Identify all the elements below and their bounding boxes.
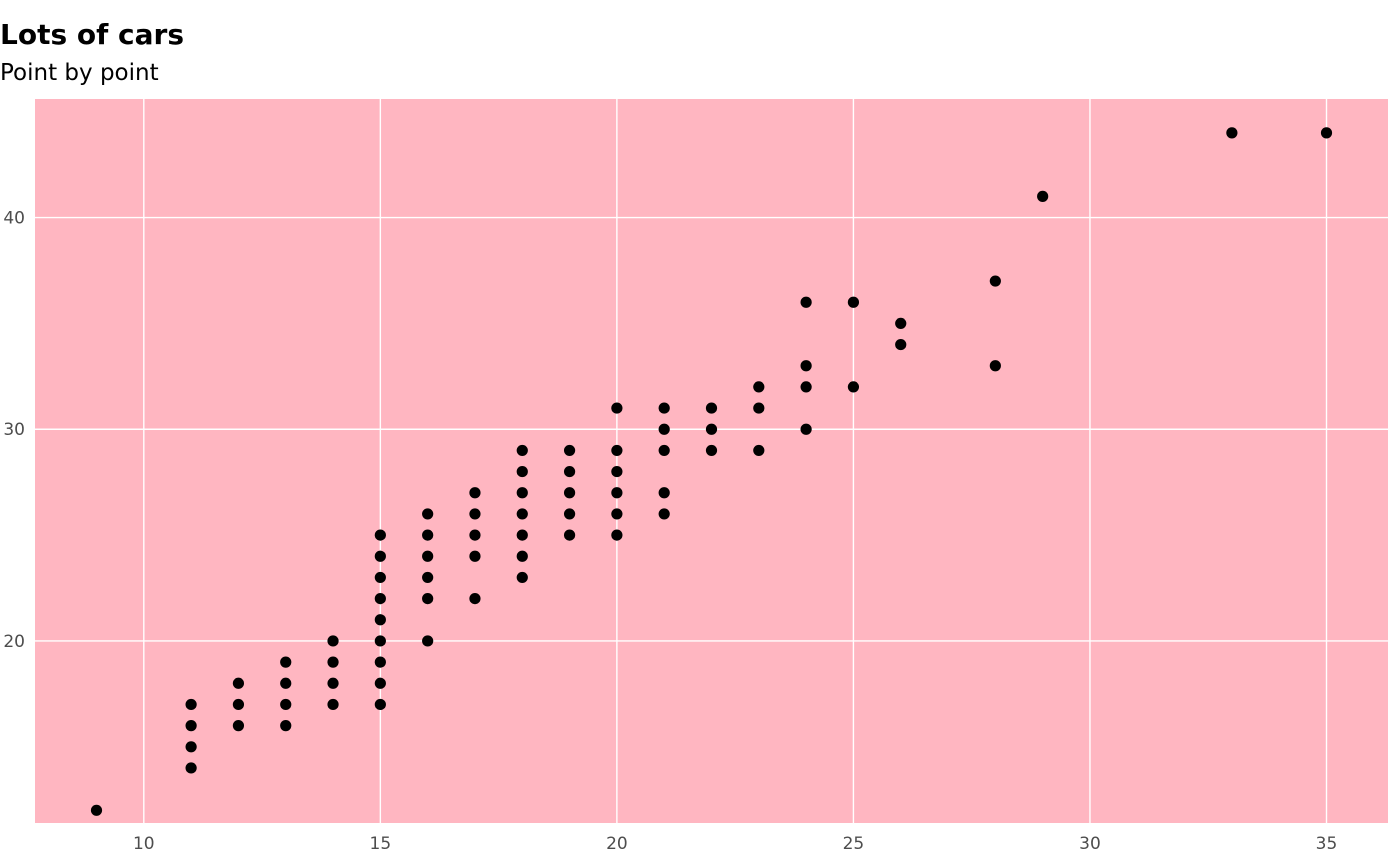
data-point [374,677,386,689]
data-point [800,296,812,308]
data-point [232,677,245,689]
data-point [753,381,765,393]
data-points [90,127,1333,816]
data-point [327,656,339,668]
data-point [563,508,576,520]
data-point [847,381,860,393]
data-point [705,444,718,457]
data-point [232,720,245,732]
data-point [422,550,434,562]
data-point [563,487,576,499]
data-point [469,550,481,562]
data-point [658,423,670,435]
data-point [280,656,292,668]
data-point [611,465,623,478]
data-point [185,741,197,753]
data-point [374,593,386,605]
chart-subtitle: Point by point [0,60,159,86]
data-point [516,465,528,478]
x-tick-label: 25 [843,834,865,854]
data-point [374,571,386,584]
data-point [90,804,103,816]
chart-title: Lots of cars [0,18,185,51]
data-point [374,529,386,541]
data-point [611,508,623,520]
data-point [374,614,386,626]
data-point [422,529,434,541]
data-point [516,487,528,499]
data-point [611,487,623,499]
data-point [705,402,718,414]
data-point [516,571,528,584]
data-point [989,275,1001,287]
data-point [280,677,292,689]
data-point [374,656,386,668]
data-point [327,677,339,689]
data-point [895,317,907,329]
data-point [469,593,481,605]
data-point [563,465,576,478]
data-point [1037,190,1049,202]
data-point [1226,127,1238,139]
y-tick-label: 40 [3,209,25,229]
data-point [185,720,197,732]
data-point [989,360,1001,372]
data-point [658,402,670,414]
data-point [563,444,576,457]
data-point [185,762,197,774]
y-tick-label: 30 [3,420,25,440]
data-point [422,571,434,584]
data-point [611,402,623,414]
data-point [422,593,434,605]
plot-panel [35,99,1388,823]
data-point [374,635,386,647]
data-point [753,402,765,414]
x-tick-label: 35 [1316,834,1338,854]
data-point [658,444,670,457]
data-point [516,550,528,562]
data-point [327,635,339,647]
data-point [422,635,434,647]
x-tick-label: 10 [133,834,155,854]
data-point [280,720,292,732]
y-tick-label: 20 [3,632,25,652]
data-point [800,360,812,372]
data-point [185,698,197,711]
x-tick-label: 15 [370,834,392,854]
data-point [847,296,860,308]
data-point [516,529,528,541]
data-point [658,487,670,499]
data-point [516,508,528,520]
data-point [469,487,481,499]
data-point [327,698,339,711]
data-point [516,444,528,457]
data-point [800,423,812,435]
x-tick-label: 20 [606,834,628,854]
data-point [1320,127,1333,139]
data-point [232,698,245,711]
data-point [895,338,907,351]
data-point [611,529,623,541]
data-point [658,508,670,520]
data-point [705,423,718,435]
data-point [753,444,765,457]
data-point [469,529,481,541]
data-point [800,381,812,393]
data-point [374,698,386,711]
data-point [469,508,481,520]
x-tick-label: 30 [1079,834,1101,854]
data-point [374,550,386,562]
data-point [611,444,623,457]
data-point [422,508,434,520]
y-axis-tick-labels: 20 30 40 [3,209,25,652]
data-point [563,529,576,541]
x-axis-tick-labels: 10 15 20 25 30 35 [133,834,1337,854]
data-point [280,698,292,711]
